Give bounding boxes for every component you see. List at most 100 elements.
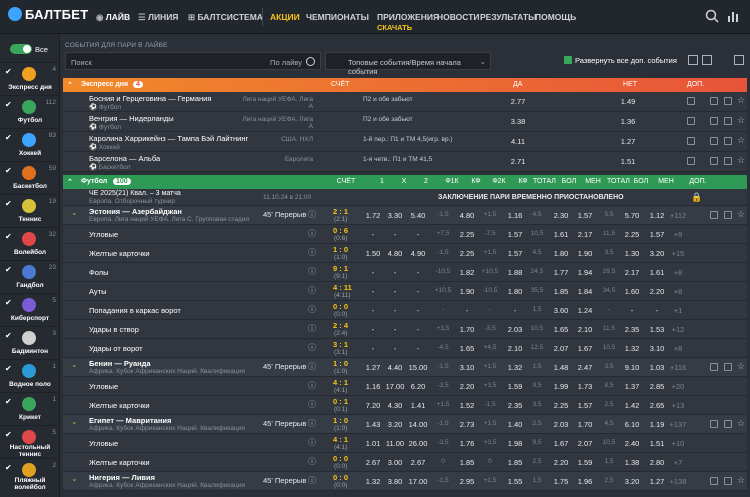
info-icon[interactable]: ⓘ [308, 400, 316, 409]
odds-value[interactable]: - [371, 325, 375, 334]
odds-value[interactable]: 1.90 [459, 287, 475, 296]
info-icon[interactable] [687, 97, 695, 105]
yes-odds[interactable]: 3.38 [510, 117, 526, 126]
odds-value[interactable]: 1.19 [649, 420, 665, 429]
more-bets-count[interactable]: +13 [671, 401, 685, 410]
odds-value[interactable]: 1.60 [624, 287, 640, 296]
tv-icon[interactable] [710, 477, 718, 485]
odds-value[interactable]: 1.59 [507, 382, 523, 391]
odds-value[interactable]: 15.00 [408, 363, 428, 372]
odds-value[interactable]: 1.90 [577, 249, 593, 258]
odds-value[interactable]: 1.70 [577, 420, 593, 429]
more-bets-count[interactable]: +8 [673, 344, 683, 353]
star-icon[interactable]: ☆ [737, 209, 746, 219]
odds-value[interactable]: 1.70 [459, 325, 475, 334]
odds-value[interactable]: 2.20 [649, 287, 665, 296]
odds-value[interactable]: 1.16 [507, 211, 523, 220]
odds-value[interactable]: 1.88 [507, 268, 523, 277]
odds-value[interactable]: 1.94 [577, 268, 593, 277]
nav-line[interactable]: ☰ ЛИНИЯ [138, 12, 178, 23]
stats-icon[interactable] [724, 363, 732, 371]
odds-value[interactable]: 1.32 [624, 344, 640, 353]
sidebar-item[interactable]: ✔ 83 Хоккей [0, 128, 60, 161]
odds-value[interactable]: 1.57 [507, 249, 523, 258]
more-bets-count[interactable]: +8 [673, 268, 683, 277]
more-bets-count[interactable]: +12 [671, 325, 685, 334]
view-toggle-c[interactable] [734, 55, 744, 65]
odds-value[interactable]: 1.43 [365, 420, 381, 429]
more-bets-count[interactable]: +8 [673, 287, 683, 296]
odds-value[interactable]: - [371, 230, 375, 239]
odds-value[interactable]: 1.84 [577, 287, 593, 296]
tv-icon[interactable] [710, 211, 718, 219]
more-bets-count[interactable]: +112 [669, 211, 687, 220]
odds-value[interactable]: 1.75 [553, 477, 569, 486]
odds-value[interactable]: - [416, 325, 420, 334]
odds-value[interactable]: 2.65 [649, 401, 665, 410]
more-bets-count[interactable]: +116 [669, 363, 687, 372]
sidebar-item[interactable]: ✔ 1 Крикет [0, 392, 60, 425]
star-icon[interactable]: ☆ [737, 155, 746, 165]
search-scope[interactable]: По лайву [270, 58, 302, 67]
odds-value[interactable]: - [371, 268, 375, 277]
stats-icon[interactable] [724, 137, 732, 145]
odds-value[interactable]: 3.60 [553, 306, 569, 315]
download-link[interactable]: СКАЧАТЬ [377, 23, 413, 32]
odds-value[interactable]: 1.32 [507, 363, 523, 372]
odds-value[interactable]: 1.52 [459, 401, 475, 410]
more-bets-count[interactable]: +10 [671, 439, 685, 448]
odds-value[interactable]: 1.30 [624, 249, 640, 258]
sidebar-item[interactable]: ✔ 32 Волейбол [0, 227, 60, 260]
suspended-row[interactable]: ЧЕ 2025(21) Квал. – 3 матча Европа. Отбо… [63, 189, 747, 206]
odds-value[interactable]: 1.96 [577, 477, 593, 486]
odds-value[interactable]: 1.40 [507, 420, 523, 429]
odds-value[interactable]: 3.80 [387, 477, 403, 486]
info-icon[interactable]: ⓘ [308, 305, 316, 314]
stats-icon[interactable] [724, 211, 732, 219]
odds-value[interactable]: 1.57 [649, 230, 665, 239]
odds-value[interactable]: 2.07 [553, 344, 569, 353]
odds-value[interactable]: - [416, 344, 420, 353]
more-bets-count[interactable]: +15 [671, 249, 685, 258]
info-icon[interactable]: ⓘ [308, 476, 316, 485]
odds-value[interactable]: 1.59 [577, 458, 593, 467]
more-bets-count[interactable]: +137 [669, 420, 687, 429]
odds-value[interactable]: 2.20 [459, 382, 475, 391]
no-odds[interactable]: 1.27 [620, 137, 636, 146]
odds-value[interactable]: 1.72 [365, 211, 381, 220]
chevron-icon[interactable]: ⌄ [71, 360, 78, 369]
more-bets-count[interactable]: +1 [673, 306, 683, 315]
odds-value[interactable]: 2.25 [459, 230, 475, 239]
odds-value[interactable]: 3.20 [649, 249, 665, 258]
info-icon[interactable]: ⓘ [308, 248, 316, 257]
more-bets-count[interactable]: +7 [673, 458, 683, 467]
no-odds[interactable]: 1.51 [620, 157, 636, 166]
stats-icon[interactable] [724, 157, 732, 165]
express-row[interactable]: Босния и Герцеговина — Германия ⚽ Футбол Л… [63, 92, 747, 112]
odds-value[interactable]: 2.35 [624, 325, 640, 334]
tv-icon[interactable] [710, 137, 718, 145]
tv-icon[interactable] [710, 363, 718, 371]
odds-value[interactable]: 2.03 [553, 420, 569, 429]
odds-value[interactable]: - [371, 287, 375, 296]
odds-value[interactable]: 11.00 [385, 439, 405, 448]
info-icon[interactable]: ⓘ [308, 286, 316, 295]
odds-value[interactable]: 4.80 [459, 211, 475, 220]
odds-value[interactable]: 1.67 [577, 344, 593, 353]
info-icon[interactable] [687, 137, 695, 145]
sidebar-item[interactable]: ✔ 5 Настольный теннис [0, 425, 60, 458]
odds-value[interactable]: 26.00 [408, 439, 428, 448]
express-row[interactable]: Барселона — Альба ⚽ Баскетбол Евролига 1-я … [63, 152, 747, 172]
more-bets-count[interactable]: +9 [673, 230, 683, 239]
odds-value[interactable]: 2.85 [649, 382, 665, 391]
odds-value[interactable]: - [393, 325, 397, 334]
odds-value[interactable]: 4.30 [387, 401, 403, 410]
odds-value[interactable]: 17.00 [385, 382, 405, 391]
odds-value[interactable]: 2.25 [459, 249, 475, 258]
sidebar-item[interactable]: ✔ 3 Бадминтон [0, 326, 60, 359]
odds-value[interactable]: - [416, 230, 420, 239]
odds-value[interactable]: 1.73 [577, 382, 593, 391]
odds-value[interactable]: 2.35 [507, 401, 523, 410]
all-sports-toggle[interactable] [10, 44, 32, 54]
tv-icon[interactable] [710, 97, 718, 105]
